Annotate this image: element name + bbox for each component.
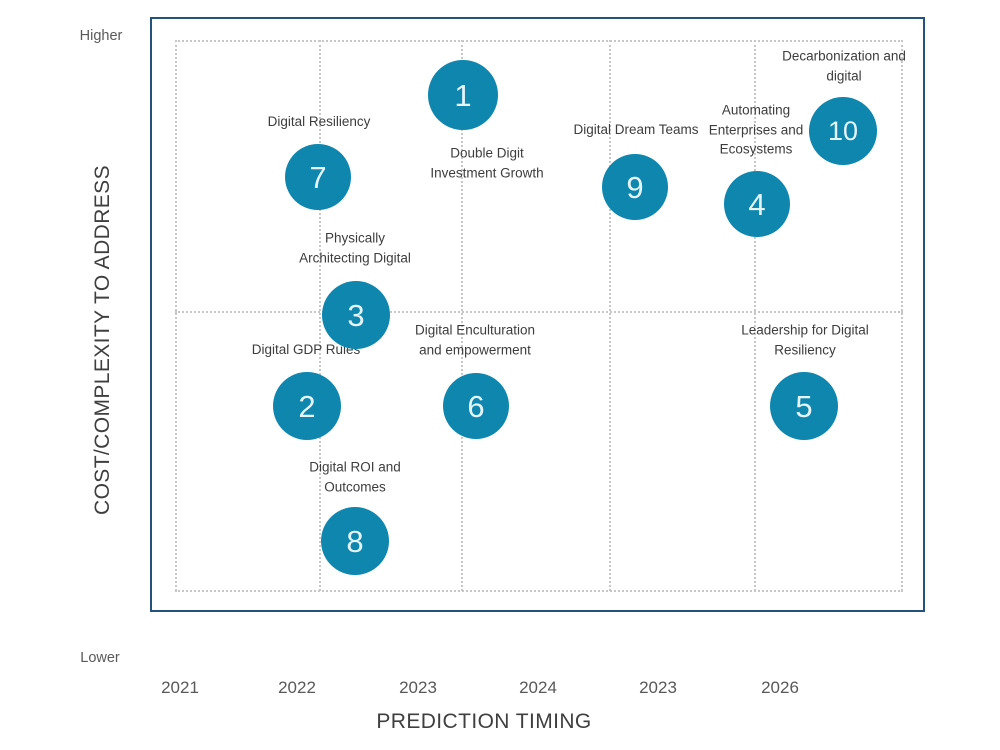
bubble-8: 8 bbox=[321, 507, 389, 575]
gridline-vertical bbox=[175, 40, 177, 591]
gridline-horizontal bbox=[175, 590, 903, 592]
x-axis-title: PREDICTION TIMING bbox=[376, 710, 592, 733]
gridline-vertical bbox=[461, 40, 463, 591]
bubble-label-6: Digital Enculturation and empowerment bbox=[414, 322, 536, 357]
bubble-label-1: Double Digit Investment Growth bbox=[430, 145, 544, 180]
bubble-3: 3 bbox=[322, 281, 390, 349]
y-axis-title: COST/COMPLEXITY TO ADDRESS bbox=[91, 165, 114, 515]
bubble-7: 7 bbox=[285, 144, 351, 210]
y-axis-higher-label: Higher bbox=[79, 28, 123, 44]
bubble-5: 5 bbox=[770, 372, 838, 440]
x-tick-2023b: 2023 bbox=[639, 678, 677, 697]
gridline-horizontal bbox=[175, 40, 903, 42]
x-tick-2022: 2022 bbox=[278, 678, 316, 697]
bubble-label-5: Leadership for Digital Resiliency bbox=[741, 322, 869, 357]
x-tick-2021: 2021 bbox=[161, 678, 199, 697]
bubble-6: 6 bbox=[443, 373, 509, 439]
gridline-vertical bbox=[754, 40, 756, 591]
x-tick-2026: 2026 bbox=[761, 678, 799, 697]
bubble-9: 9 bbox=[602, 154, 668, 220]
y-axis-lower-label: Lower bbox=[80, 650, 120, 666]
bubble-1: 1 bbox=[428, 60, 498, 130]
bubble-label-7: Digital Resiliency bbox=[267, 114, 371, 130]
bubble-10: 10 bbox=[809, 97, 877, 165]
bubble-label-8: Digital ROI and Outcomes bbox=[309, 459, 401, 494]
bubble-label-3: Physically Architecting Digital bbox=[299, 230, 411, 265]
gridline-vertical bbox=[319, 40, 321, 591]
bubble-label-4: Automating Enterprises and Ecosystems bbox=[708, 102, 804, 157]
bubble-2: 2 bbox=[273, 372, 341, 440]
x-tick-2024: 2024 bbox=[519, 678, 557, 697]
gridline-horizontal bbox=[175, 311, 903, 313]
gridline-vertical bbox=[901, 40, 903, 591]
x-tick-2023: 2023 bbox=[399, 678, 437, 697]
bubble-label-9: Digital Dream Teams bbox=[573, 122, 699, 138]
gridline-vertical bbox=[609, 40, 611, 591]
plot-area-border bbox=[150, 17, 925, 612]
bubble-4: 4 bbox=[724, 171, 790, 237]
bubble-label-10: Decarbonization and digital bbox=[782, 48, 906, 83]
